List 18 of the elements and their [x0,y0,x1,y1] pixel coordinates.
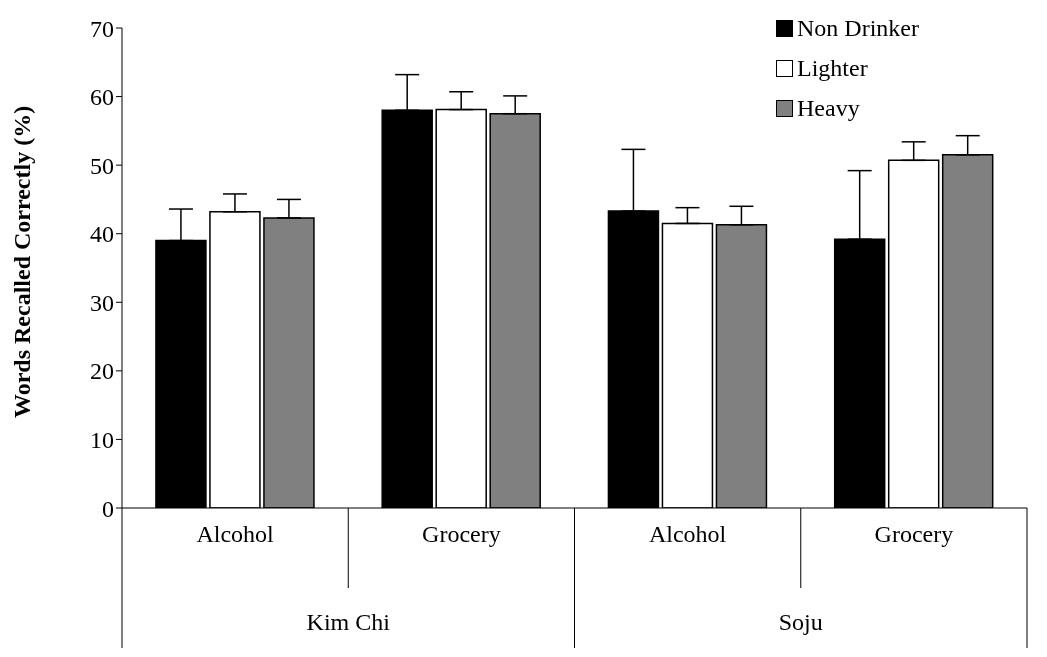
y-tick-label: 20 [90,358,114,385]
text: Kim Chi [306,609,391,635]
x-tick-label: Grocery [422,521,501,547]
x-tick-label: Grocery [874,521,954,547]
x-tick-label: Alcohol [648,521,727,547]
y-tick-label: 0 [102,495,114,522]
y-tick-label: 60 [90,84,114,111]
y-tick-label: 50 [90,152,114,179]
legend-label: Non Drinker [797,14,919,42]
text: Soju [778,609,823,635]
legend-label: Heavy [797,94,860,122]
y-tick-label: 40 [90,221,114,248]
y-tick-label: 70 [90,15,114,42]
y-tick-label: 30 [90,289,114,316]
y-axis-title: Words Recalled Correctly (%) [8,105,35,418]
y-tick-label: 10 [90,426,114,453]
x-tick-label: Alcohol [196,521,275,547]
legend-label: Lighter [797,54,868,82]
